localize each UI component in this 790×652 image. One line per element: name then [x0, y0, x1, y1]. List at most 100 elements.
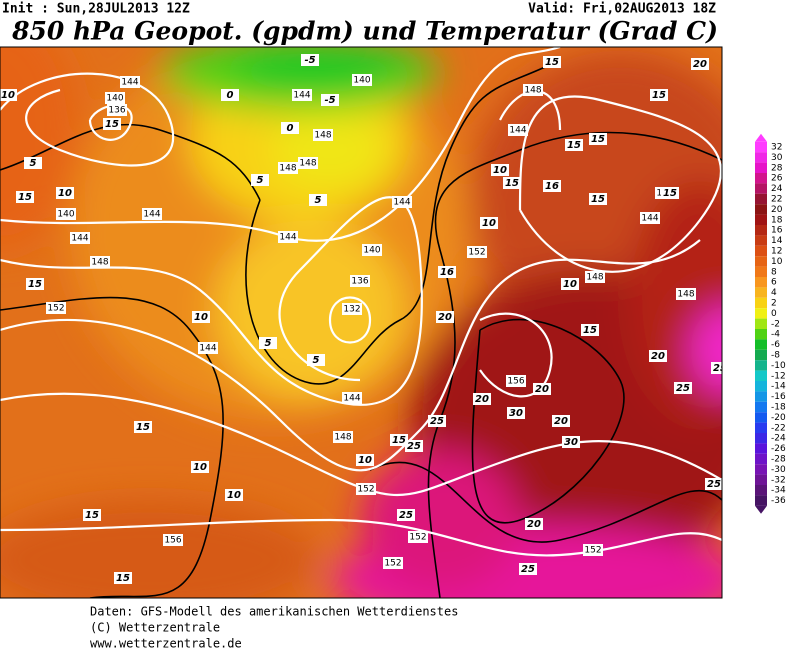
label-box	[333, 431, 353, 443]
color-swatch	[755, 401, 767, 413]
geopotential-label: 140	[363, 246, 380, 256]
geopotential-label: 152	[584, 546, 601, 556]
map-frame	[0, 46, 723, 599]
label-box	[589, 133, 607, 145]
label-box	[134, 421, 152, 433]
footer-line: Daten: GFS-Modell des amerikanischen Wet…	[90, 605, 458, 619]
geopotential-label: 136	[351, 277, 368, 287]
label-box	[163, 534, 183, 546]
colorbar-label: 8	[771, 267, 777, 277]
label-box	[350, 275, 370, 287]
label-box	[506, 375, 526, 387]
label-box	[309, 194, 327, 206]
geopotential-label: 144	[279, 233, 296, 243]
color-swatch	[755, 183, 767, 194]
label-box	[705, 478, 722, 490]
color-swatch	[755, 235, 767, 246]
label-box	[383, 557, 403, 569]
colorbar-label: 6	[771, 278, 777, 288]
colorbar-label: 22	[771, 195, 782, 205]
temperature-label: 16	[440, 267, 454, 278]
colorbar-label: -34	[771, 486, 786, 496]
colorbar: 32302826242220181614121086420-2-4-6-8-10…	[755, 133, 786, 514]
label-box	[589, 193, 607, 205]
color-swatch	[755, 245, 767, 257]
colorbar-label: 30	[771, 153, 783, 163]
temperature-label: 10	[1, 90, 15, 101]
label-box	[491, 164, 509, 176]
colorbar-label: -14	[771, 382, 786, 392]
temperature-label: 15	[663, 188, 677, 199]
label-box	[46, 302, 66, 314]
geopotential-label: 148	[279, 164, 296, 174]
label-box	[503, 177, 521, 189]
label-box	[356, 483, 376, 495]
label-box	[390, 434, 408, 446]
label-box	[480, 217, 498, 229]
color-swatch	[755, 433, 767, 444]
colorbar-label: -18	[771, 403, 786, 413]
label-box	[142, 208, 162, 220]
label-box	[342, 303, 362, 315]
geopotential-label: 148	[524, 86, 541, 96]
colorbar-label: -2	[771, 319, 780, 329]
label-box	[56, 208, 76, 220]
label-box	[362, 244, 382, 256]
temperature-label: 15	[567, 140, 581, 151]
temperature-label: 10	[194, 312, 208, 323]
label-box	[583, 544, 603, 556]
label-box	[114, 572, 132, 584]
label-box	[356, 454, 374, 466]
label-box	[523, 84, 543, 96]
colorbar-label: 26	[771, 174, 783, 184]
color-swatch	[755, 349, 767, 361]
color-swatch	[755, 193, 767, 205]
label-box	[251, 174, 269, 186]
colorbar-label: 2	[771, 299, 777, 309]
colorbar-label: -6	[771, 340, 780, 350]
geopotential-label: 144	[71, 234, 88, 244]
temperature-label: 15	[105, 119, 119, 130]
label-box	[473, 393, 491, 405]
label-box	[508, 124, 528, 136]
temperature-label: 10	[482, 218, 496, 229]
temperature-label: 15	[136, 422, 150, 433]
label-box	[56, 187, 74, 199]
temperature-label: 25	[407, 441, 421, 452]
colorbar-label: 24	[771, 184, 783, 194]
colorbar-label: -36	[771, 496, 786, 506]
colorbar-label: -26	[771, 444, 786, 454]
label-box	[543, 180, 561, 192]
label-box	[676, 288, 696, 300]
geopotential-label: 144	[641, 214, 658, 224]
temperature-label: 15	[505, 178, 519, 189]
color-swatch	[755, 422, 767, 433]
label-box	[192, 311, 210, 323]
geopotential-label: 144	[143, 210, 160, 220]
colorbar-label: 16	[771, 226, 783, 236]
temperature-label: 25	[521, 564, 535, 575]
temperature-label: 20	[475, 394, 489, 405]
colorbar-arrow	[755, 133, 767, 142]
temperature-label: 15	[583, 325, 597, 336]
geopotential-label: 148	[677, 290, 694, 300]
label-box	[321, 94, 339, 106]
colorbar-label: -24	[771, 434, 786, 444]
temperature-label: 25	[713, 363, 727, 374]
label-box	[436, 311, 454, 323]
init-time: Init : Sun,28JUL2013 12Z	[2, 2, 190, 17]
temperature-label: 5	[313, 355, 320, 366]
color-swatch	[755, 318, 767, 329]
temperature-label: 10	[358, 455, 372, 466]
colorbar-label: 28	[771, 163, 783, 173]
colorbar-label: 14	[771, 236, 783, 246]
color-swatch	[755, 162, 767, 173]
temperature-label: 10	[493, 165, 507, 176]
temperature-label: 15	[392, 435, 406, 446]
label-box	[313, 129, 333, 141]
label-box	[83, 509, 101, 521]
temperature-label: 0	[227, 90, 234, 101]
colorbar-label: 10	[771, 257, 783, 267]
color-swatch	[755, 464, 767, 475]
